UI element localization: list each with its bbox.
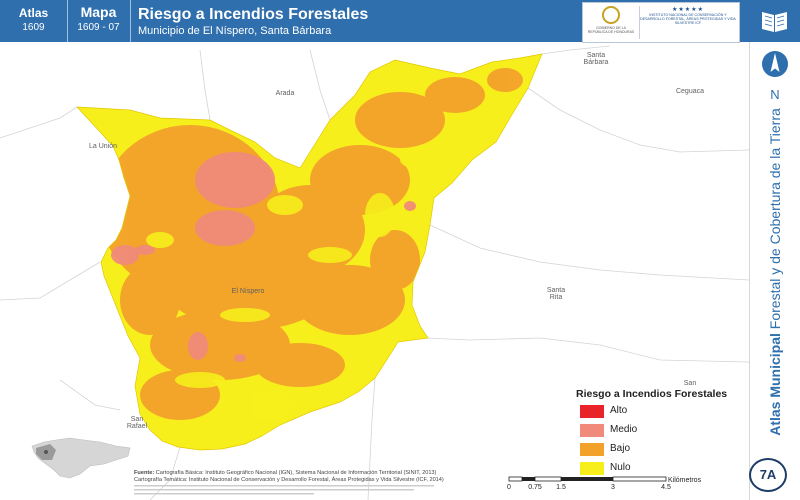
place-label-san-right: San [683,380,697,387]
page-title: Riesgo a Incendios Forestales [138,6,369,23]
legend-swatch-alto [580,405,604,418]
sources-line2: Cartografía Temática: Instituto Nacional… [134,477,444,483]
sources-text: Fuente: Cartografía Básica: Instituto Ge… [134,470,479,484]
municipal-boundaries [0,45,749,500]
mapa-code: 1609 - 07 [77,22,120,33]
government-logo: GOBIERNO DE LA REPÚBLICA DE HONDURAS [587,6,635,39]
municipality-outline [76,53,543,451]
government-logo-text: GOBIERNO DE LA REPÚBLICA DE HONDURAS [587,26,635,34]
north-letter: N [770,87,780,102]
map-canvas [0,45,749,500]
legend-swatch-nulo [580,462,604,475]
place-label-san-rafael: San Rafael [120,416,154,430]
legend-item-nulo: Nulo [576,459,748,476]
page-subtitle: Municipio de El Níspero, Santa Bárbara [138,25,332,37]
atlas-label: Atlas [18,6,49,20]
mapa-label: Mapa [80,4,117,20]
place-label-arada: Arada [275,90,295,97]
legend-item-alto: Alto [576,402,748,419]
place-label-ceguaca: Ceguaca [675,88,705,95]
atlas-cell: Atlas 1609 [0,0,68,42]
icf-logo: ★★★★★ INSTITUTO NACIONAL DE CONSERVACIÓN… [639,6,736,39]
legend-swatch-medio [580,424,604,437]
technical-note-lines [134,485,434,495]
north-arrow-icon [762,51,788,77]
scale-unit: Kilómetros [668,477,702,484]
place-label-santa-rita: Santa Rita [541,287,571,301]
vertical-title-rest: Forestal y de Cobertura de la Tierra [767,108,783,334]
place-label-santa-rita-line2: Rita [549,294,563,301]
fire-risk-area [77,54,542,450]
mapa-cell: Mapa 1609 - 07 [67,0,131,42]
place-label-santa-barbara-line1: Santa [586,52,606,59]
crest-icon [602,6,620,24]
place-label-san-rafael-line1: San [130,416,144,423]
legend-label-bajo: Bajo [610,443,631,454]
vertical-atlas-title: Atlas Municipal Forestal y de Cobertura … [767,108,783,436]
legend-title: Riesgo a Incendios Forestales [576,388,728,400]
scale-tick-0: 0 [507,484,511,491]
place-label-santa-barbara-line2: Bárbara [583,59,609,66]
scale-bar-graphic [508,476,667,482]
institution-logos: GOBIERNO DE LA REPÚBLICA DE HONDURAS ★★★… [582,2,740,43]
scale-tick-4: 4.5 [661,484,671,491]
legend-swatch-bajo [580,443,604,456]
book-button[interactable] [749,0,800,42]
place-label-santa-rita-line1: Santa [546,287,566,294]
place-label-el-nispero: El Níspero [231,288,265,295]
legend-label-alto: Alto [610,405,628,416]
right-sidebar [749,42,800,500]
header-bar: Atlas 1609 Mapa 1609 - 07 Riesgo a Incen… [0,0,749,43]
legend: Riesgo a Incendios Forestales Alto Medio… [576,388,748,476]
sources-line1: Cartografía Básica: Instituto Geográfico… [155,470,437,476]
technical-note [134,484,454,498]
sources-label: Fuente: [134,470,155,476]
stars-icon: ★★★★★ [672,7,704,13]
north-arrow: N [760,46,790,102]
book-icon [762,12,787,32]
legend-item-medio: Medio [576,421,748,438]
legend-label-medio: Medio [610,424,638,435]
place-label-san-rafael-line2: Rafael [126,423,148,430]
map-code-badge: 7A [749,458,787,492]
icf-logo-text: INSTITUTO NACIONAL DE CONSERVACIÓN Y DES… [640,13,736,26]
scale-tick-2: 1.5 [556,484,566,491]
scale-tick-1: 0.75 [528,484,542,491]
scale-bar: 0 0.75 1.5 3 4.5 Kilómetros [506,470,736,498]
atlas-code: 1609 [22,22,45,33]
place-label-la-union: La Unión [88,143,118,150]
scale-tick-3: 3 [611,484,615,491]
vertical-title-bold: Atlas Municipal [767,333,783,436]
legend-item-bajo: Bajo [576,440,748,457]
place-label-santa-barbara: Santa Bárbara [579,52,613,66]
legend-label-nulo: Nulo [610,462,631,473]
honduras-inset-map [31,437,131,479]
